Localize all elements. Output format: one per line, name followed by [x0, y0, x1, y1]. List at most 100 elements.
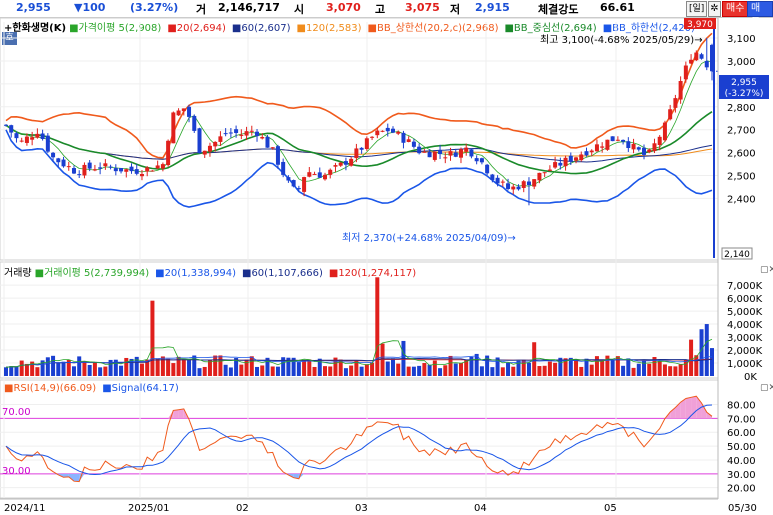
- volume-bar: [103, 366, 108, 376]
- volume-bar: [312, 366, 317, 376]
- volume-bar: [458, 362, 463, 376]
- volume-bar: [202, 366, 207, 376]
- stock-name[interactable]: +한화생명(K): [4, 23, 67, 34]
- candle-body: [558, 162, 563, 166]
- x-tick-label: 2024/11: [4, 503, 46, 514]
- bb-upper-line: [5, 32, 713, 159]
- candle-body: [673, 98, 678, 108]
- candle-body: [24, 136, 29, 143]
- candle-body: [98, 167, 103, 169]
- candle-body: [312, 173, 317, 175]
- candle-body: [66, 166, 71, 168]
- bb-lower-legend: ■BB_하한선(2,420): [602, 23, 695, 34]
- volume-bar: [615, 356, 620, 376]
- candle-body: [234, 129, 239, 133]
- rsi-30-label: 30.00: [2, 466, 31, 477]
- volume-bar: [296, 362, 301, 376]
- candle-body: [61, 159, 66, 167]
- candle-body: [92, 169, 97, 171]
- rsi-overbought-area: [173, 409, 179, 419]
- candle-body: [338, 162, 343, 166]
- volume-bar: [71, 366, 76, 376]
- volume-bar: [139, 363, 144, 376]
- volume-bar: [511, 366, 516, 376]
- volume-bar: [24, 363, 29, 376]
- bb-middle-line: [5, 111, 713, 175]
- current-price: 2,955: [16, 1, 51, 14]
- current-pct-badge: (-3.27%): [725, 89, 764, 99]
- strength-label: 체결강도: [538, 3, 579, 16]
- candle-body: [265, 136, 270, 148]
- volume-bar: [333, 357, 338, 376]
- candle-body: [207, 145, 212, 152]
- volume-bar: [668, 366, 673, 376]
- candle-body: [291, 180, 296, 187]
- candle-body: [443, 157, 448, 159]
- candle-body: [579, 154, 584, 161]
- candle-body: [506, 183, 511, 189]
- volume-bar: [119, 365, 124, 376]
- rsi-tick-label: 70.00: [727, 414, 756, 425]
- top-price-badge-box: [684, 18, 716, 29]
- vol-ma20-legend: ■20(1,338,994): [155, 268, 236, 279]
- candle-body: [521, 181, 526, 188]
- candle-body: [181, 108, 186, 112]
- volume-tick-label: 0K: [744, 372, 757, 383]
- candle-body: [474, 158, 479, 162]
- volume-bar: [683, 359, 688, 376]
- candle-body: [281, 161, 286, 175]
- candle-body: [4, 124, 8, 126]
- volume-bar: [187, 359, 192, 376]
- volume-bar: [647, 363, 652, 376]
- candle-body: [710, 44, 714, 72]
- candle-body: [417, 146, 422, 154]
- x-tick-label: 04: [474, 503, 487, 514]
- volume-bar: [359, 366, 364, 376]
- candle-body: [657, 136, 662, 146]
- candle-body: [239, 134, 244, 136]
- candle-body: [375, 130, 380, 136]
- candle-body: [14, 133, 19, 139]
- volume-bar: [40, 360, 45, 376]
- volume-bar: [145, 359, 150, 376]
- rsi-line: [5, 395, 713, 483]
- ma60-line: [5, 124, 713, 163]
- gear-icon[interactable]: ✲: [708, 1, 721, 17]
- candle-body: [600, 146, 605, 148]
- volume-bar: [396, 363, 401, 376]
- volume-bar: [479, 366, 484, 376]
- candle-body: [343, 161, 348, 165]
- volume-panel-close-icon[interactable]: ▢✕: [760, 265, 773, 275]
- ma20-legend: ■20(2,694): [167, 23, 226, 34]
- candle-body: [129, 166, 134, 172]
- candle-body: [296, 188, 301, 190]
- candle-body: [370, 136, 375, 138]
- candle-body: [30, 137, 35, 140]
- candle-body: [526, 181, 531, 186]
- volume-bar: [166, 358, 171, 376]
- candle-body: [668, 109, 673, 120]
- candle-body: [286, 177, 291, 181]
- candle-body: [511, 186, 516, 190]
- candle-body: [537, 172, 542, 181]
- volume-tick-label: 7,000K: [727, 281, 763, 292]
- candle-body: [594, 144, 599, 152]
- volume-bar: [234, 358, 239, 376]
- volume-bar: [66, 359, 71, 376]
- rsi-panel-close-icon[interactable]: ▢✕: [760, 383, 773, 393]
- candle-body: [171, 112, 176, 144]
- rsi-tick-label: 20.00: [727, 484, 756, 495]
- volume-bar: [4, 367, 8, 376]
- candle-body: [45, 135, 50, 152]
- volume-bar: [673, 366, 678, 376]
- period-tab[interactable]: [일]: [686, 1, 708, 17]
- volume-bar: [275, 366, 280, 376]
- volume-bar: [45, 357, 50, 376]
- candle-body: [500, 181, 505, 183]
- candle-body: [636, 147, 641, 150]
- rsi-tick-label: 30.00: [727, 470, 756, 481]
- volume-tick-label: 5,000K: [727, 307, 763, 318]
- candle-body: [584, 151, 589, 156]
- volume-bar: [302, 361, 307, 376]
